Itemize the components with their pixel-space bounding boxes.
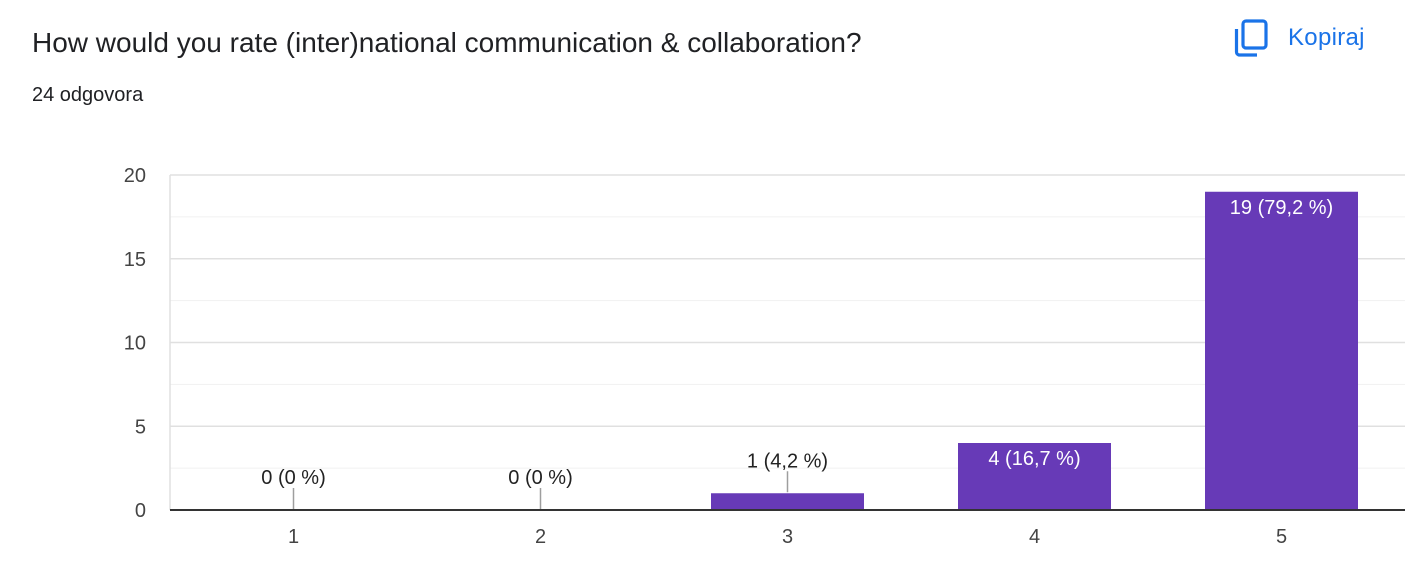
x-tick-label: 4: [1029, 526, 1040, 548]
bar[interactable]: [1205, 191, 1358, 510]
bar[interactable]: [711, 493, 864, 510]
y-tick-label: 15: [124, 249, 146, 271]
y-tick-label: 0: [135, 500, 146, 522]
y-tick-label: 10: [124, 333, 146, 355]
copy-button-label: Kopiraj: [1288, 24, 1365, 51]
x-tick-label: 5: [1276, 526, 1287, 548]
chart-axes: 0 5 10 15 20 1 2 3 4 5: [124, 165, 1405, 548]
copy-chart-button[interactable]: Kopiraj: [1222, 14, 1377, 62]
y-tick-label: 20: [124, 165, 146, 187]
data-label: 1 (4,2 %): [747, 450, 828, 472]
copy-icon: [1234, 19, 1268, 57]
x-tick-label: 1: [288, 526, 299, 548]
question-title: How would you rate (inter)national commu…: [32, 27, 862, 58]
data-label: 0 (0 %): [508, 467, 572, 489]
x-tick-label: 3: [782, 526, 793, 548]
response-count: 24 odgovora: [32, 84, 144, 106]
x-tick-label: 2: [535, 526, 546, 548]
data-label: 4 (16,7 %): [988, 448, 1080, 470]
chart-bars: [711, 191, 1358, 510]
chart-gridlines: [169, 174, 1405, 510]
data-label: 0 (0 %): [261, 467, 325, 489]
bar[interactable]: [958, 443, 1111, 510]
chart-data-labels: 0 (0 %) 0 (0 %) 1 (4,2 %) 4 (16,7 %) 19 (79,…: [261, 197, 1333, 509]
y-tick-label: 5: [135, 416, 146, 438]
data-label: 19 (79,2 %): [1230, 197, 1333, 219]
